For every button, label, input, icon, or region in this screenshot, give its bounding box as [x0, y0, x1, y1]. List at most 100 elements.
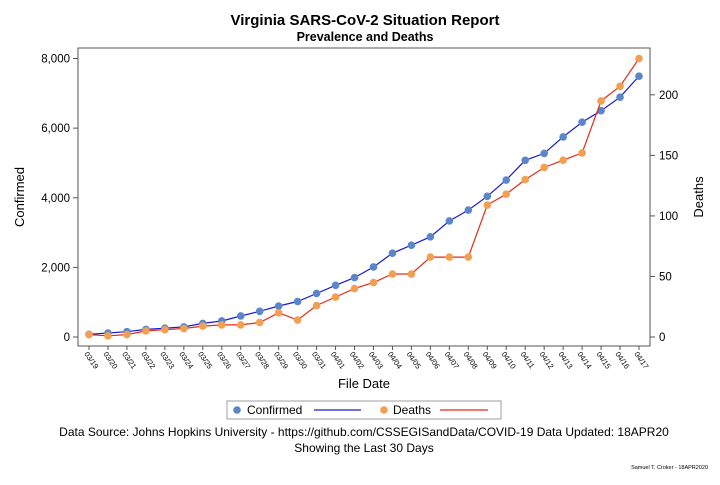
- x-tick-label: 04/17: [632, 350, 650, 371]
- deaths-point: [180, 324, 188, 333]
- deaths-point: [142, 327, 150, 335]
- x-tick-label: 04/04: [386, 350, 404, 371]
- deaths-point: [521, 175, 530, 184]
- y-tick-label: 4,000: [41, 193, 70, 205]
- x-tick-label: 04/05: [405, 350, 423, 371]
- legend: Confirmed Deaths: [226, 400, 502, 420]
- x-axis-ticks: 03/19 03/20 03/21 03/22 03/23 03/24 03/25 03/26…: [82, 346, 651, 371]
- deaths-point: [502, 190, 511, 198]
- x-tick-label: 03/29: [272, 350, 290, 371]
- x-tick-label: 03/27: [234, 350, 252, 371]
- confirmed-point: [445, 217, 454, 225]
- deaths-point: [369, 278, 378, 287]
- deaths-point: [407, 270, 416, 278]
- data-source-note: Data Source: Johns Hopkins University - …: [59, 425, 669, 439]
- x-tick-label: 04/03: [367, 350, 385, 371]
- x-tick-label: 04/02: [348, 350, 366, 371]
- confirmed-point: [464, 206, 473, 214]
- x-tick-label: 04/10: [500, 350, 518, 371]
- confirmed-point: [597, 106, 605, 115]
- deaths-point: [312, 301, 321, 310]
- y2-tick-label: 50: [659, 271, 672, 283]
- deaths-point: [198, 322, 207, 330]
- x-tick-label: 03/19: [82, 350, 100, 371]
- deaths-point: [236, 321, 245, 329]
- x-tick-label: 04/07: [443, 350, 461, 371]
- deaths-point: [161, 325, 169, 334]
- confirmed-point: [407, 241, 416, 249]
- x-tick-label: 03/24: [177, 350, 195, 371]
- chart-subtitle: Prevalence and Deaths: [297, 30, 434, 44]
- x-tick-label: 03/23: [158, 350, 176, 371]
- confirmed-point: [559, 133, 567, 141]
- series-layer: [85, 54, 643, 340]
- deaths-point: [464, 253, 473, 261]
- confirmed-point: [236, 312, 245, 320]
- deaths-point: [217, 321, 226, 329]
- confirmed-line: [88, 75, 640, 335]
- y-axis-label: Confirmed: [12, 167, 27, 227]
- confirmed-point: [426, 233, 435, 241]
- confirmed-point: [369, 263, 378, 271]
- deaths-point: [597, 97, 605, 105]
- legend-frame: [226, 400, 502, 420]
- legend-confirmed-marker: [233, 406, 241, 414]
- confirmed-point: [578, 118, 586, 126]
- confirmed-point: [388, 249, 397, 258]
- x-tick-label: 04/12: [538, 350, 556, 371]
- deaths-point: [426, 253, 435, 261]
- confirmed-point: [331, 281, 340, 290]
- x-tick-label: 03/20: [101, 350, 119, 371]
- deaths-point: [104, 331, 112, 340]
- confirmed-point: [274, 302, 283, 310]
- deaths-point: [540, 163, 548, 172]
- x-tick-label: 04/09: [481, 350, 499, 371]
- author-credit: Samuel T. Croker - 18APR2020: [631, 465, 708, 471]
- confirmed-point: [293, 297, 302, 306]
- x-tick-label: 04/01: [329, 350, 347, 371]
- plot-frame: [77, 47, 651, 347]
- x-tick-label: 03/31: [310, 350, 328, 371]
- legend-deaths-label: Deaths: [393, 403, 431, 417]
- x-tick-label: 03/21: [120, 350, 138, 371]
- x-tick-label: 04/14: [575, 350, 593, 371]
- x-tick-label: 03/25: [196, 350, 214, 371]
- deaths-point: [293, 316, 302, 324]
- legend-deaths-marker: [380, 406, 388, 414]
- deaths-point: [635, 54, 643, 63]
- y-tick-label: 2,000: [41, 262, 70, 274]
- confirmed-point: [502, 176, 511, 184]
- deaths-point: [123, 330, 131, 339]
- y-tick-label: 6,000: [41, 123, 70, 135]
- x-tick-label: 04/15: [594, 350, 612, 371]
- confirmed-point: [540, 149, 548, 158]
- confirmed-point: [255, 307, 264, 316]
- deaths-point: [578, 149, 586, 157]
- x-tick-label: 04/13: [556, 350, 574, 371]
- deaths-point: [274, 308, 283, 317]
- confirmed-point: [312, 289, 321, 298]
- deaths-point: [388, 270, 397, 278]
- confirmed-point: [635, 72, 643, 81]
- x-tick-label: 04/11: [519, 350, 537, 370]
- confirmed-point: [616, 93, 624, 101]
- showing-note: Showing the Last 30 Days: [294, 441, 433, 455]
- chart-title: Virginia SARS-CoV-2 Situation Report: [231, 12, 500, 29]
- deaths-point: [559, 156, 567, 165]
- x-tick-label: 04/06: [424, 350, 442, 371]
- x-tick-label: 03/28: [253, 350, 271, 371]
- y2-axis-label: Deaths: [691, 176, 706, 218]
- y2-tick-label: 0: [659, 332, 665, 344]
- deaths-point: [85, 330, 93, 339]
- deaths-point: [483, 201, 492, 209]
- deaths-point: [350, 284, 359, 293]
- x-axis-label: File Date: [338, 376, 390, 391]
- legend-confirmed-label: Confirmed: [247, 403, 302, 417]
- deaths-line: [88, 58, 640, 337]
- x-tick-label: 04/16: [613, 350, 631, 371]
- y-axis-ticks: 0 2,000 4,000 6,000 8,000: [41, 54, 78, 344]
- x-tick-label: 04/08: [462, 350, 480, 371]
- deaths-point: [255, 318, 264, 327]
